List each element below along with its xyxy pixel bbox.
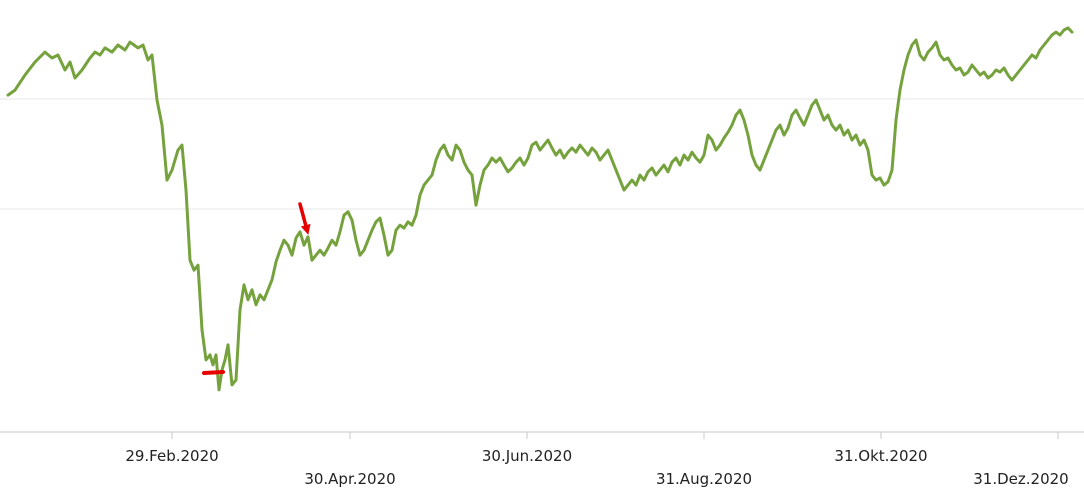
x-axis-label: 30.Apr.2020 <box>304 470 395 488</box>
x-axis-label: 29.Feb.2020 <box>125 447 218 465</box>
red-dash-marker <box>202 370 225 375</box>
x-axis-label: 31.Okt.2020 <box>834 447 927 465</box>
red-down-arrow <box>298 202 311 235</box>
price-line <box>6 26 1074 392</box>
x-axis-label: 30.Jun.2020 <box>482 447 572 465</box>
x-axis-label: 31.Aug.2020 <box>656 470 752 488</box>
x-axis-label: 31.Dez.2020 <box>973 470 1068 488</box>
